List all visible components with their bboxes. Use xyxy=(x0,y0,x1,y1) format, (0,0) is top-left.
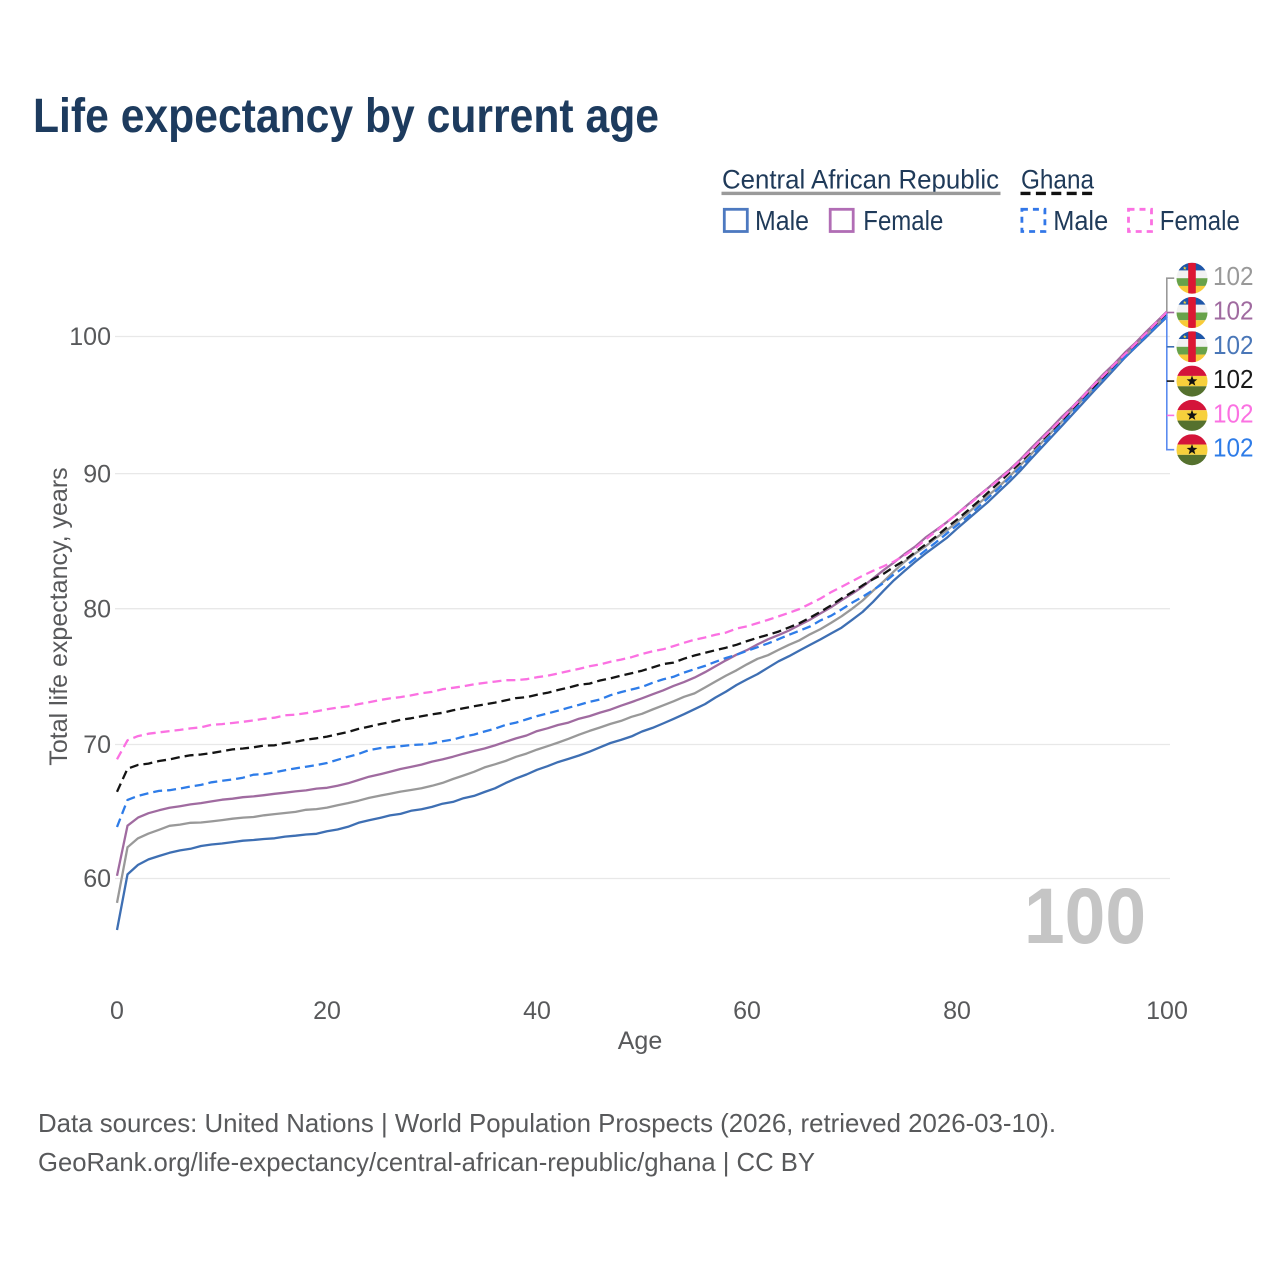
svg-text:Data sources: United Nations |: Data sources: United Nations | World Pop… xyxy=(38,1108,1056,1138)
svg-text:102: 102 xyxy=(1213,261,1254,291)
svg-text:Male: Male xyxy=(1053,205,1108,236)
svg-text:102: 102 xyxy=(1213,296,1254,326)
svg-text:102: 102 xyxy=(1213,330,1254,360)
svg-text:40: 40 xyxy=(523,997,551,1025)
svg-text:70: 70 xyxy=(83,731,111,759)
svg-text:0: 0 xyxy=(110,997,124,1025)
svg-text:Age: Age xyxy=(618,1027,662,1055)
svg-text:Female: Female xyxy=(863,205,943,236)
svg-text:100: 100 xyxy=(1146,997,1188,1025)
svg-text:Life expectancy by current age: Life expectancy by current age xyxy=(33,90,659,143)
svg-text:102: 102 xyxy=(1213,364,1254,394)
svg-text:Ghana: Ghana xyxy=(1021,165,1095,195)
svg-text:90: 90 xyxy=(83,460,111,488)
svg-text:60: 60 xyxy=(733,997,761,1025)
svg-text:20: 20 xyxy=(313,997,341,1025)
svg-text:60: 60 xyxy=(83,865,111,893)
svg-text:100: 100 xyxy=(69,323,111,351)
svg-text:Central African Republic: Central African Republic xyxy=(722,165,999,195)
svg-text:80: 80 xyxy=(943,997,971,1025)
svg-text:Female: Female xyxy=(1160,205,1240,236)
svg-text:80: 80 xyxy=(83,595,111,623)
svg-text:Total life expectancy, years: Total life expectancy, years xyxy=(45,467,73,765)
svg-text:102: 102 xyxy=(1213,398,1254,428)
svg-text:100: 100 xyxy=(1024,871,1146,960)
svg-text:GeoRank.org/life-expectancy/ce: GeoRank.org/life-expectancy/central-afri… xyxy=(38,1147,815,1177)
svg-text:102: 102 xyxy=(1213,433,1254,463)
svg-text:Male: Male xyxy=(755,205,809,236)
